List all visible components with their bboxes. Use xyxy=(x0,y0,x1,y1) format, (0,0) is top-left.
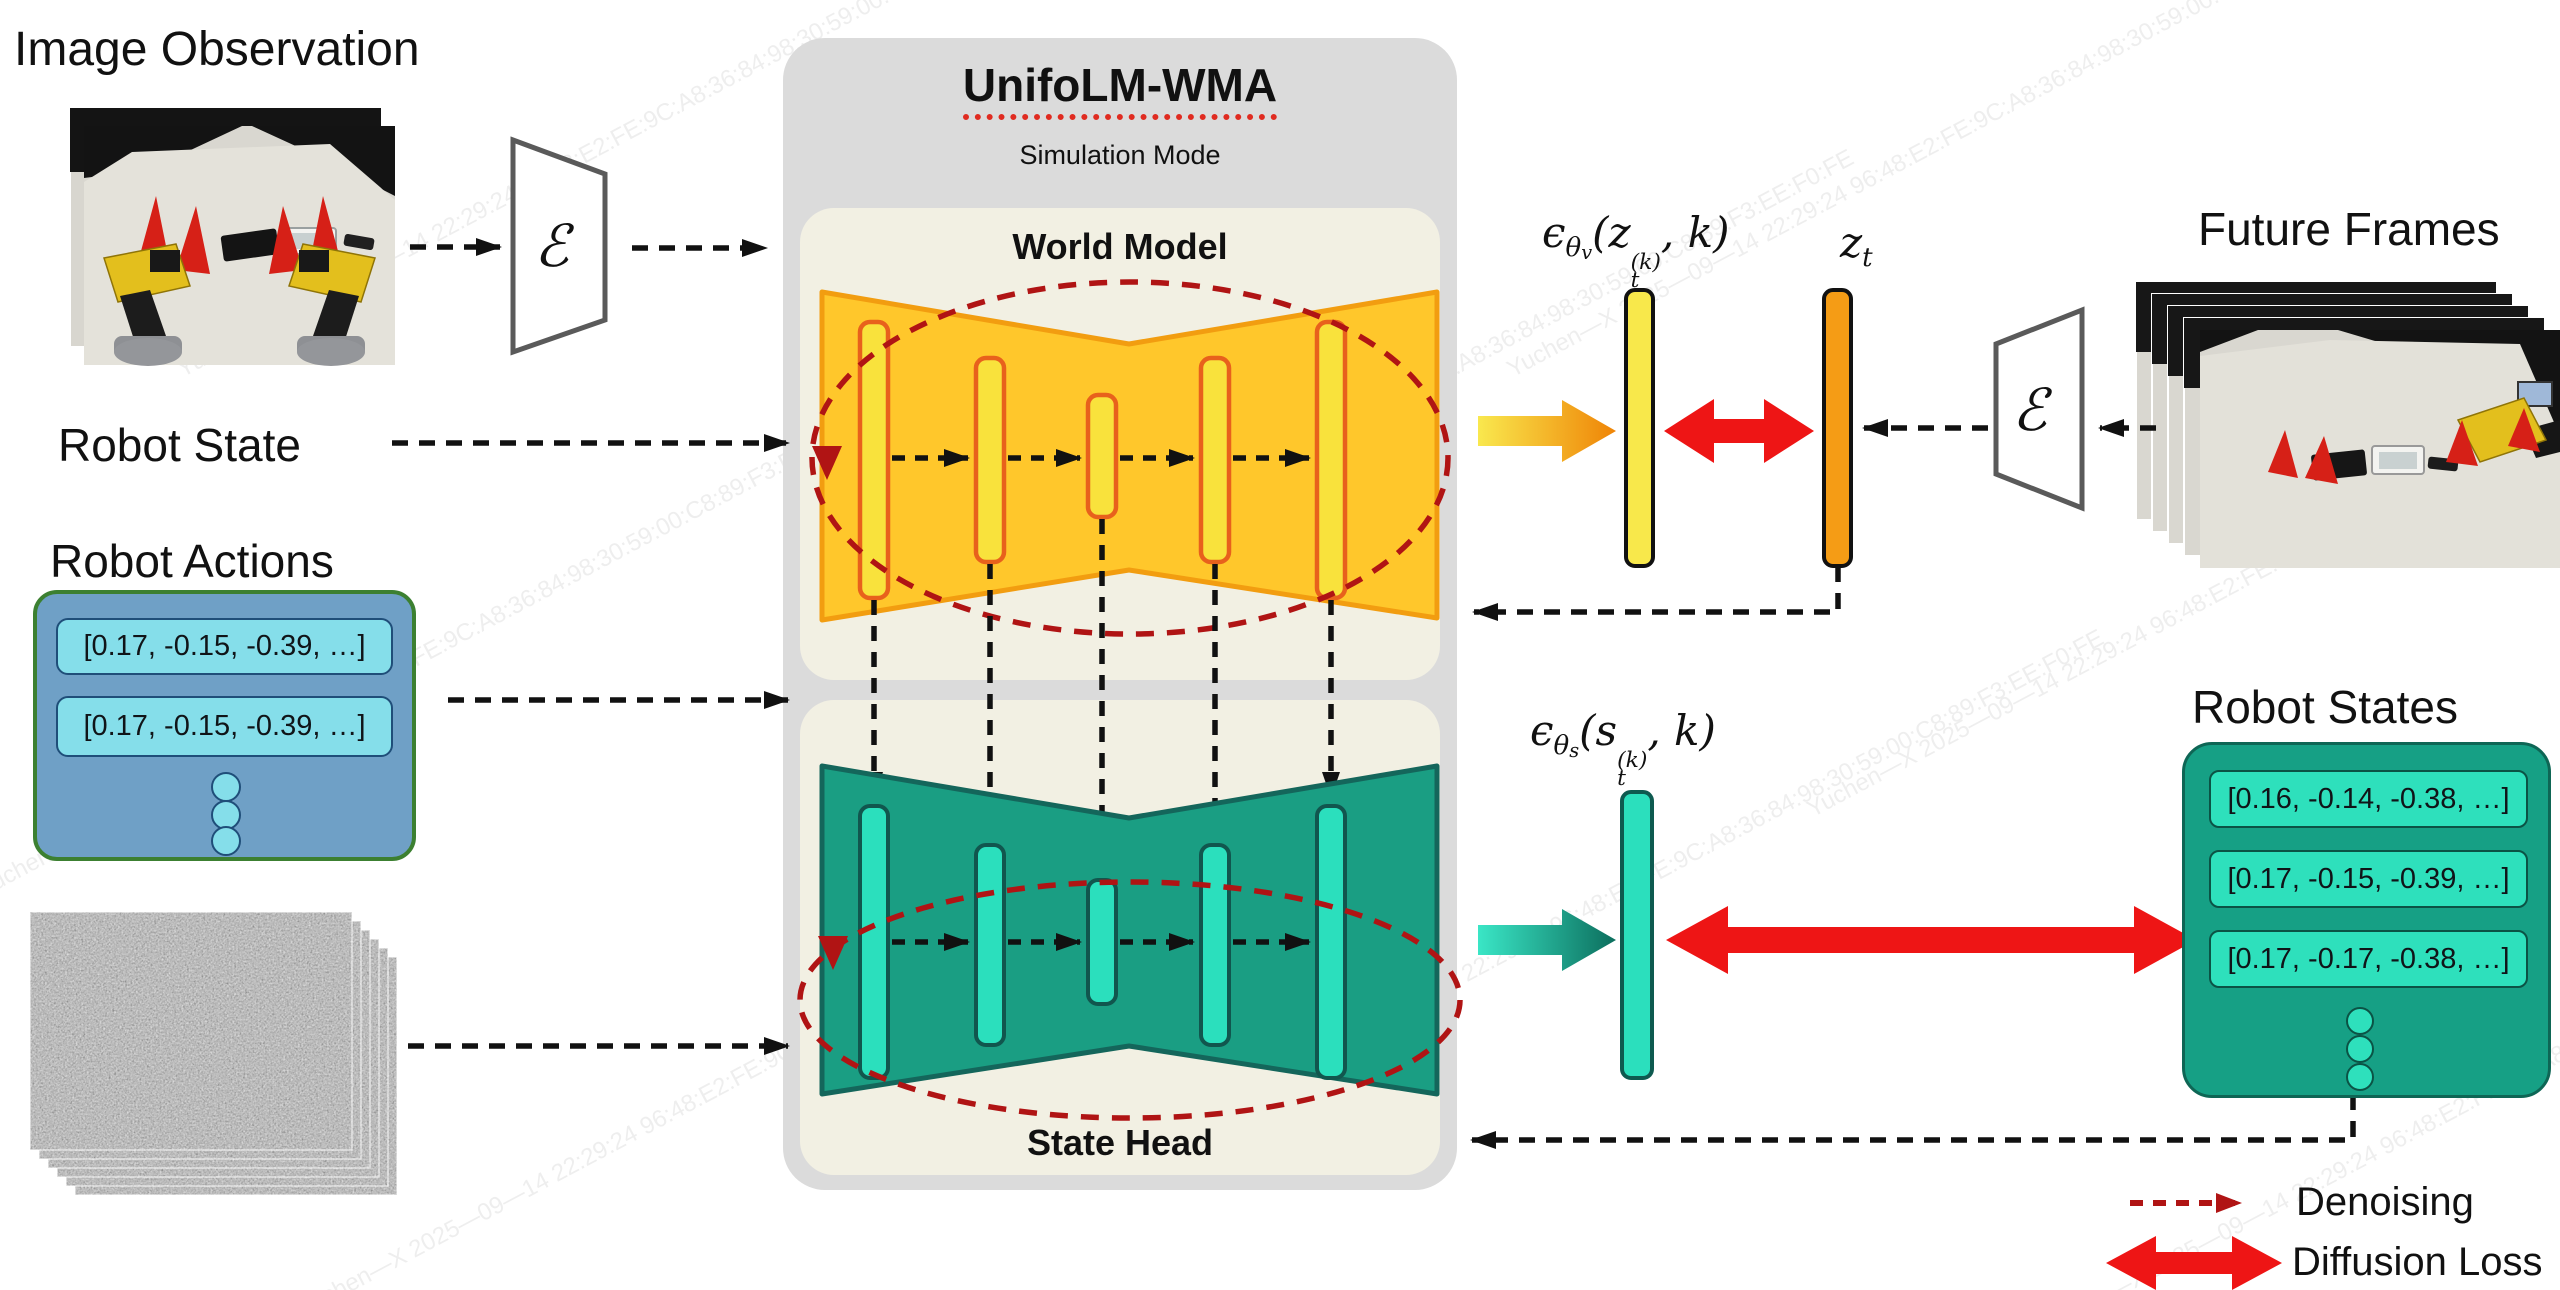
ellipsis-dot xyxy=(2346,1035,2374,1063)
model-title: UnifoLM-WMA xyxy=(962,59,1278,120)
robot-state-title: Robot State xyxy=(58,419,301,471)
encoder-label-right: ℰ xyxy=(2012,376,2048,444)
diffusion-loss-arrow-state xyxy=(1666,906,2196,974)
legend-denoising-label: Denoising xyxy=(2296,1180,2474,1224)
action-vector-row: [0.17, -0.15, -0.39, …] xyxy=(56,696,393,757)
eq-epsilon-video: ϵθv(z (k) t, k) xyxy=(1542,208,1730,294)
denoising-arrowhead-wm xyxy=(812,446,842,480)
robot-arm-left xyxy=(103,196,210,366)
robot-actions-title: Robot Actions xyxy=(50,535,334,587)
denoising-loop-state-head xyxy=(797,879,1463,1121)
robot-states-box: [0.16, -0.14, -0.38, …] [0.17, -0.15, -0… xyxy=(2182,742,2551,1098)
encoder-label-left: ℰ xyxy=(534,212,570,280)
photo-front-frame xyxy=(84,126,395,366)
arrow-worldmodel-output xyxy=(1478,400,1616,462)
eq-epsilon-state: ϵθs(s (k) t, k) xyxy=(1530,706,1716,792)
world-model-bars xyxy=(857,319,1348,601)
noise-frames xyxy=(29,911,398,1196)
encoder-trapezoid-left xyxy=(510,136,608,356)
future-frames-photos xyxy=(2135,281,2560,568)
arrow-statehead-output xyxy=(1478,909,1616,971)
legend-diffusion-loss-arrow xyxy=(2106,1236,2282,1290)
state-vector-row: [0.16, -0.14, -0.38, …] xyxy=(2209,770,2528,828)
ff-robot-arm xyxy=(2446,381,2560,466)
state-vector-row: [0.17, -0.15, -0.39, …] xyxy=(2209,850,2528,908)
encoder-trapezoid-right xyxy=(1993,306,2085,512)
world-model-title: World Model xyxy=(1012,226,1228,267)
ellipsis-dot xyxy=(2346,1063,2374,1091)
feedback-states-to-model xyxy=(1470,1094,2356,1149)
state-vector-row: [0.17, -0.17, -0.38, …] xyxy=(2209,930,2528,988)
legend-diffusion-loss-label: Diffusion Loss xyxy=(2292,1240,2543,1284)
feedback-latent-to-model xyxy=(1472,566,1841,621)
robot-actions-box: [0.17, -0.15, -0.39, …] [0.17, -0.15, -0… xyxy=(33,590,416,861)
ff-front-frame xyxy=(2200,330,2560,568)
ellipsis-dot xyxy=(211,826,241,856)
ellipsis-dot xyxy=(211,772,241,802)
action-vector-row: [0.17, -0.15, -0.39, …] xyxy=(56,618,393,675)
image-observation-title: Image Observation xyxy=(14,23,420,76)
state-head-title: State Head xyxy=(1026,1122,1214,1163)
eq-z-t: zt xyxy=(1840,218,1873,274)
denoising-arrowhead-sh xyxy=(818,936,848,970)
robot-states-title: Robot States xyxy=(2192,681,2458,733)
predicted-noise-latent-bar xyxy=(1624,288,1655,568)
robot-arm-right xyxy=(269,196,376,366)
model-title-wrap: UnifoLM-WMA xyxy=(783,58,1457,120)
ellipsis-dot xyxy=(2346,1007,2374,1035)
diffusion-loss-arrow-video xyxy=(1664,399,1814,463)
image-observation-photo xyxy=(69,107,395,366)
future-frames-title: Future Frames xyxy=(2198,203,2500,255)
denoising-loop-world-model xyxy=(809,279,1451,637)
model-subtitle: Simulation Mode xyxy=(1019,140,1221,170)
predicted-noise-state-bar xyxy=(1620,790,1654,1080)
